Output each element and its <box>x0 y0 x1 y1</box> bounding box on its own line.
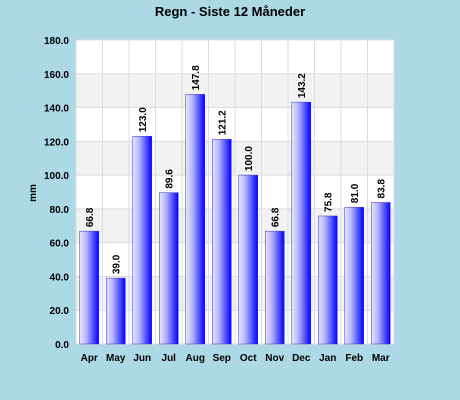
y-tick-label: 60.0 <box>50 239 70 250</box>
y-tick-label: 180.0 <box>44 36 69 47</box>
grid-lines <box>75 39 395 345</box>
chart-title: Regn - Siste 12 Måneder <box>155 4 305 19</box>
y-tick-label: 80.0 <box>50 205 70 216</box>
value-label-feb: 81.0 <box>350 183 361 203</box>
bar-sep <box>212 139 232 345</box>
value-label-jan: 75.8 <box>323 192 334 212</box>
x-tick-label: Jan <box>319 353 336 364</box>
x-tick-label: Oct <box>240 353 257 364</box>
value-label-sep: 121.2 <box>217 110 228 135</box>
value-label-apr: 66.8 <box>85 207 96 227</box>
x-axis: Apr May Jun Jul Aug Sep Oct Nov Dec Jan Feb Mar <box>81 353 390 364</box>
bar-jan <box>318 215 338 345</box>
bar-may <box>106 277 126 345</box>
bar-mar <box>371 202 391 345</box>
x-tick-label: Sep <box>213 353 231 364</box>
x-tick-label: Nov <box>265 353 284 364</box>
bar-apr <box>79 230 99 345</box>
bar-nov <box>265 230 285 345</box>
value-label-nov: 66.8 <box>270 207 281 227</box>
value-label-mar: 83.8 <box>376 179 387 199</box>
bar-jun <box>132 136 152 345</box>
x-tick-label: Mar <box>372 353 390 364</box>
bar-oct <box>238 174 258 345</box>
value-label-dec: 143.2 <box>297 73 308 98</box>
x-tick-label: Apr <box>81 353 98 364</box>
value-label-may: 39.0 <box>111 254 122 274</box>
value-labels: 66.8 39.0 123.0 89.6 147.8 121.2 100.0 66.8 143.… <box>85 65 388 274</box>
value-label-jun: 123.0 <box>138 107 149 132</box>
bar-dec <box>291 101 311 345</box>
y-tick-label: 120.0 <box>44 137 69 148</box>
x-tick-label: Jun <box>133 353 151 364</box>
x-tick-label: Feb <box>345 353 363 364</box>
value-label-jul: 89.6 <box>164 169 175 189</box>
y-tick-label: 160.0 <box>44 70 69 81</box>
y-tick-label: 0.0 <box>55 340 69 351</box>
bar-aug <box>185 94 205 345</box>
bars <box>79 94 391 345</box>
x-tick-label: May <box>106 353 126 364</box>
y-axis-label: mm <box>28 184 39 202</box>
y-tick-label: 140.0 <box>44 104 69 115</box>
x-tick-label: Jul <box>162 353 177 364</box>
y-tick-label: 100.0 <box>44 171 69 182</box>
value-label-aug: 147.8 <box>191 65 202 90</box>
y-tick-label: 20.0 <box>50 306 70 317</box>
bar-feb <box>344 206 364 345</box>
y-tick-label: 40.0 <box>50 272 70 283</box>
bar-jul <box>159 192 179 345</box>
x-tick-label: Dec <box>292 353 311 364</box>
y-axis: 0.0 20.0 40.0 60.0 80.0 100.0 120.0 140.0 160.0 1… <box>44 36 69 351</box>
x-tick-label: Aug <box>186 353 205 364</box>
value-label-oct: 100.0 <box>244 146 255 171</box>
